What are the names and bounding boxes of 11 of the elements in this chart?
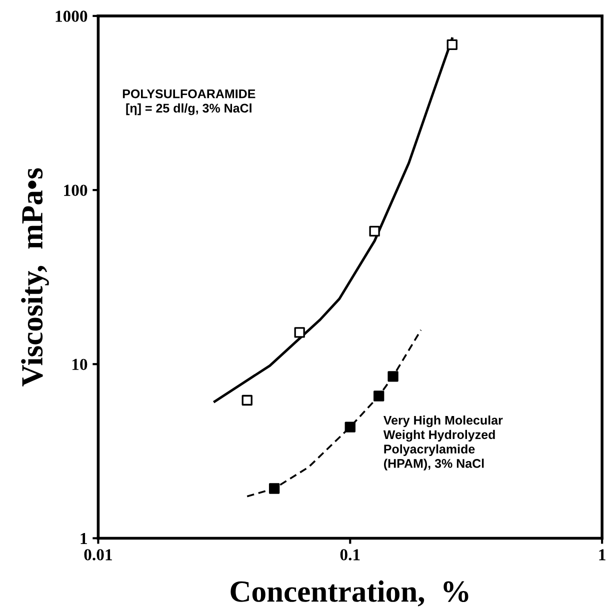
x-tick-label: 1 bbox=[599, 549, 606, 560]
x-axis-title: Concentration, % bbox=[230, 580, 468, 606]
y-tick-label: 1 bbox=[80, 532, 87, 544]
annotation: Very High Molecular Weight Hydrolyzed Polyacrylamide (HPAM), 3% NaCl bbox=[383, 415, 503, 470]
x-tick-label: 0.1 bbox=[340, 549, 360, 560]
y-tick-label: 1000 bbox=[56, 10, 88, 22]
y-tick-label: 100 bbox=[64, 184, 88, 196]
y-axis-title: Viscosity, mPa•s bbox=[21, 168, 49, 386]
x-tick-label: 0.01 bbox=[84, 549, 112, 560]
y-tick-label: 10 bbox=[72, 358, 88, 370]
annotation: POLYSULFOARAMIDE [η] = 25 dl/g, 3% NaCl bbox=[122, 89, 256, 116]
